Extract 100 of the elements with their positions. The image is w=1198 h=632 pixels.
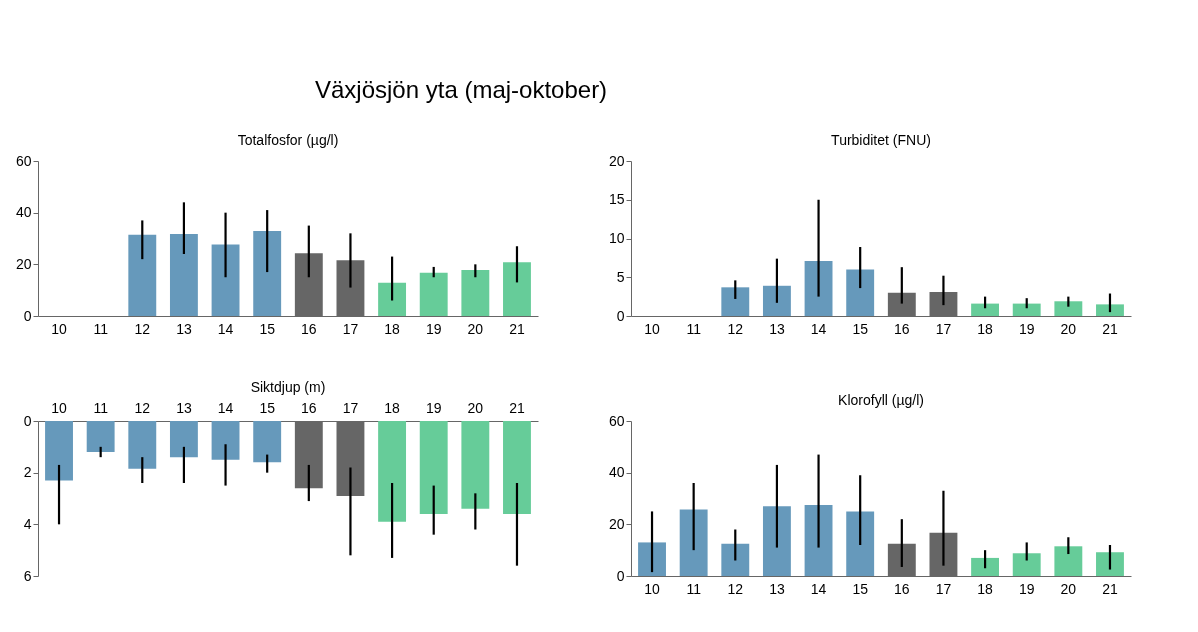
bar (211, 244, 240, 316)
bar (461, 270, 490, 316)
chart-title: Turbiditet (FNU) (831, 132, 931, 148)
bar (86, 421, 115, 452)
x-tick-label: 16 (301, 320, 317, 337)
x-tick-label: 21 (1102, 320, 1118, 337)
bar (128, 234, 157, 316)
y-tick-label: 0 (616, 307, 625, 324)
text: Växjösjön yta (maj-oktober) (315, 76, 608, 104)
x-tick-label: 15 (852, 320, 869, 337)
bar (804, 260, 833, 316)
y-tick-label: 5 (616, 268, 625, 285)
x-tick-label: 18 (384, 399, 401, 416)
y-tick-label: 15 (608, 191, 625, 208)
bar (419, 272, 448, 316)
x-tick-label: 10 (51, 320, 68, 337)
x-tick-label: 18 (977, 580, 994, 597)
x-tick-label: 14 (217, 399, 234, 416)
x-tick-label: 10 (644, 320, 661, 337)
bar (971, 557, 1000, 576)
x-tick-label: 19 (425, 399, 442, 416)
x-tick-label: 21 (509, 399, 525, 416)
x-tick-label: 16 (894, 580, 910, 597)
y-tick-label: 20 (608, 515, 625, 532)
bar (1012, 553, 1041, 576)
bar (721, 543, 750, 576)
bar (169, 421, 198, 458)
x-tick-label: 20 (1060, 320, 1077, 337)
x-tick-label: 16 (894, 320, 910, 337)
x-tick-label: 12 (727, 580, 744, 597)
y-tick-label: 20 (15, 255, 32, 272)
x-tick-label: 13 (769, 320, 785, 337)
x-tick-label: 20 (467, 320, 484, 337)
x-tick-label: 12 (727, 320, 744, 337)
y-tick-label: 0 (616, 567, 625, 584)
x-tick-label: 15 (852, 580, 869, 597)
x-tick-label: 11 (93, 399, 109, 416)
x-tick-label: 17 (935, 580, 952, 597)
x-tick-label: 18 (384, 320, 401, 337)
bar (1054, 301, 1083, 316)
bar (253, 231, 282, 316)
bar (128, 421, 157, 469)
bar (971, 303, 1000, 316)
bar (1096, 304, 1124, 316)
x-tick-label: 11 (686, 580, 702, 597)
x-tick-label: 19 (1018, 580, 1035, 597)
bar (253, 421, 282, 463)
x-tick-label: 21 (509, 320, 525, 337)
bar (461, 421, 490, 509)
x-tick-label: 17 (935, 320, 952, 337)
bar (762, 285, 791, 316)
x-tick-label: 10 (51, 399, 68, 416)
bar (846, 269, 875, 316)
bar (638, 542, 666, 576)
chart-title: Totalfosfor (µg/l) (237, 132, 339, 148)
x-tick-label: 12 (134, 399, 151, 416)
bar (378, 282, 407, 316)
bar (804, 504, 833, 576)
y-tick-label: 0 (23, 412, 32, 429)
x-tick-label: 15 (259, 399, 276, 416)
x-tick-label: 16 (301, 399, 317, 416)
x-tick-label: 20 (1060, 580, 1077, 597)
bar (762, 506, 791, 576)
x-tick-label: 14 (810, 320, 827, 337)
x-tick-label: 14 (217, 320, 234, 337)
bar (45, 421, 73, 481)
x-tick-label: 11 (686, 320, 702, 337)
chart-title: Siktdjup (m) (250, 379, 326, 395)
x-tick-label: 13 (176, 320, 192, 337)
y-tick-label: 6 (23, 567, 32, 584)
x-tick-label: 17 (342, 320, 359, 337)
x-tick-label: 19 (425, 320, 442, 337)
y-tick-label: 10 (608, 230, 625, 246)
y-tick-label: 20 (608, 152, 625, 169)
x-tick-label: 18 (977, 320, 994, 337)
x-tick-label: 19 (1018, 320, 1035, 337)
bar (503, 262, 531, 316)
y-tick-label: 40 (15, 204, 32, 221)
x-tick-label: 17 (342, 399, 359, 416)
y-tick-label: 60 (15, 152, 32, 169)
bar (211, 421, 240, 460)
x-tick-label: 20 (467, 399, 484, 416)
y-tick-label: 2 (23, 464, 32, 481)
bar (419, 421, 448, 514)
y-tick-label: 4 (23, 515, 32, 532)
bar (503, 421, 531, 514)
x-tick-label: 21 (1102, 580, 1118, 597)
x-tick-label: 15 (259, 320, 276, 337)
x-tick-label: 13 (176, 399, 192, 416)
x-tick-label: 12 (134, 320, 151, 337)
bar (1096, 552, 1124, 576)
bar (721, 287, 750, 316)
bar (169, 234, 198, 316)
bar (378, 421, 407, 522)
y-tick-label: 0 (23, 307, 32, 324)
x-tick-label: 14 (810, 580, 827, 597)
bar (679, 509, 708, 576)
x-tick-label: 10 (644, 580, 661, 597)
y-tick-label: 60 (608, 412, 625, 429)
bar (846, 511, 875, 576)
